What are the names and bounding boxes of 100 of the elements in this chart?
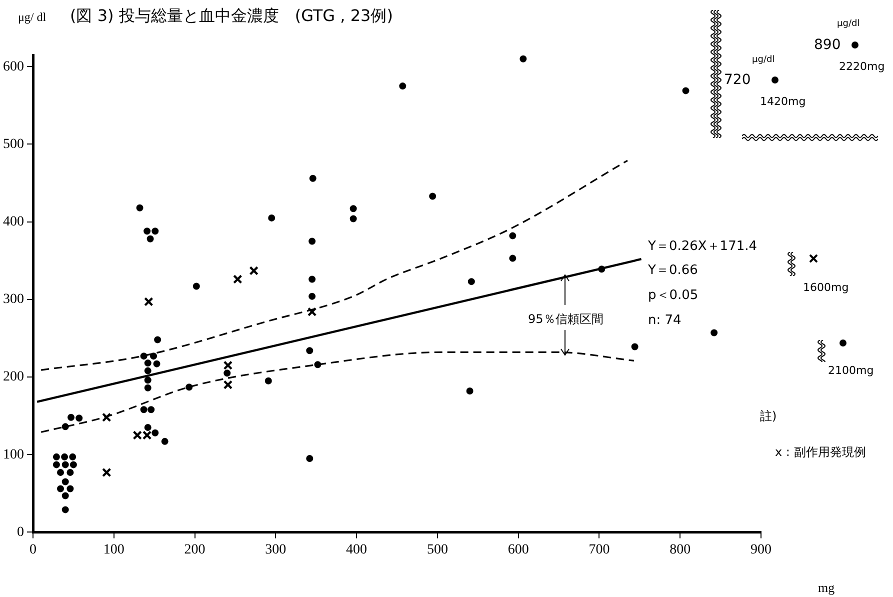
x-tick-label: 300 [265, 542, 286, 558]
point [631, 343, 638, 350]
text: 1600mg [803, 281, 849, 294]
point [309, 174, 316, 182]
point [350, 205, 357, 212]
point [144, 360, 152, 367]
point [52, 461, 60, 468]
point [466, 387, 474, 394]
text: 890 [814, 37, 841, 53]
point [223, 360, 233, 370]
point [306, 347, 314, 354]
point [62, 461, 69, 468]
line-series [40, 160, 628, 371]
annotation: 720 [724, 72, 751, 88]
point [66, 468, 74, 476]
point [224, 370, 231, 377]
text: μg/dl [837, 19, 860, 29]
point [307, 307, 317, 316]
point [62, 492, 69, 500]
point [249, 266, 258, 276]
point [308, 292, 316, 300]
annotation: n: 74 [648, 313, 682, 328]
chart-title: (図 3) 投与総量と血中金濃度 (GTG , 23例) [70, 6, 393, 25]
point [66, 485, 74, 492]
point [57, 485, 64, 492]
point [68, 414, 75, 421]
text: x : 副作用発現例 [775, 445, 866, 459]
annotation: μg/dl [752, 55, 775, 65]
x-tick-label: 900 [750, 542, 772, 558]
point [429, 192, 436, 200]
point [152, 429, 159, 436]
line-series [40, 351, 635, 433]
point [144, 424, 152, 431]
point [146, 235, 154, 242]
annotation: Y＝0.26X＋171.4 [648, 239, 758, 254]
annotation: 1420mg [760, 95, 806, 108]
point [308, 238, 316, 245]
point [52, 453, 60, 460]
point [144, 228, 151, 235]
x-axis-title: mg [818, 580, 835, 595]
point [598, 266, 606, 273]
point [314, 361, 322, 368]
text: 2220mg [839, 60, 885, 73]
x-tick-label: 500 [426, 542, 448, 558]
point [192, 282, 200, 290]
y-axis-title: μg/ dl [18, 10, 46, 24]
point [153, 360, 160, 368]
point [233, 274, 242, 284]
point [62, 423, 69, 430]
annotation: p＜0.05 [648, 288, 698, 303]
point [144, 384, 152, 392]
point [399, 82, 406, 90]
point [132, 430, 142, 440]
point [140, 352, 148, 360]
point [136, 204, 144, 212]
point [682, 87, 690, 94]
point [70, 461, 77, 468]
point [468, 278, 475, 286]
point [57, 468, 64, 476]
x-tick-label: 200 [184, 542, 206, 558]
y-tick-label: 200 [3, 370, 24, 385]
text: 2100mg [828, 364, 874, 377]
y-tick-label: 600 [3, 59, 24, 74]
point [268, 214, 276, 222]
point [76, 414, 83, 422]
point [154, 336, 162, 344]
point [61, 453, 68, 460]
x-tick-label: 800 [670, 542, 691, 558]
point [306, 454, 314, 462]
point [62, 506, 69, 514]
x-tick-label: 400 [346, 542, 368, 558]
point [308, 276, 316, 283]
point [264, 377, 272, 384]
point [69, 453, 76, 460]
y-tick-label: 0 [17, 524, 24, 540]
y-tick-label: 500 [3, 136, 24, 152]
point [142, 430, 152, 440]
point [140, 406, 148, 414]
point [161, 438, 168, 445]
y-tick-label: 100 [3, 447, 24, 462]
point [152, 228, 159, 235]
point [710, 329, 718, 336]
point [509, 232, 516, 240]
point [509, 254, 516, 262]
point [520, 55, 527, 62]
point [144, 367, 152, 374]
point [350, 215, 357, 222]
x-tick-label: 100 [103, 542, 124, 558]
point [148, 406, 155, 414]
annotation: 95％信頼区間 [528, 312, 604, 326]
point [144, 376, 152, 384]
point [186, 384, 193, 391]
x-tick-label: 700 [588, 542, 610, 558]
annotation: 註) [760, 409, 777, 423]
point [144, 297, 154, 306]
point [223, 380, 233, 390]
point [102, 468, 112, 478]
y-tick-label: 400 [3, 214, 24, 230]
point [150, 352, 158, 360]
y-tick-label: 300 [3, 292, 24, 308]
